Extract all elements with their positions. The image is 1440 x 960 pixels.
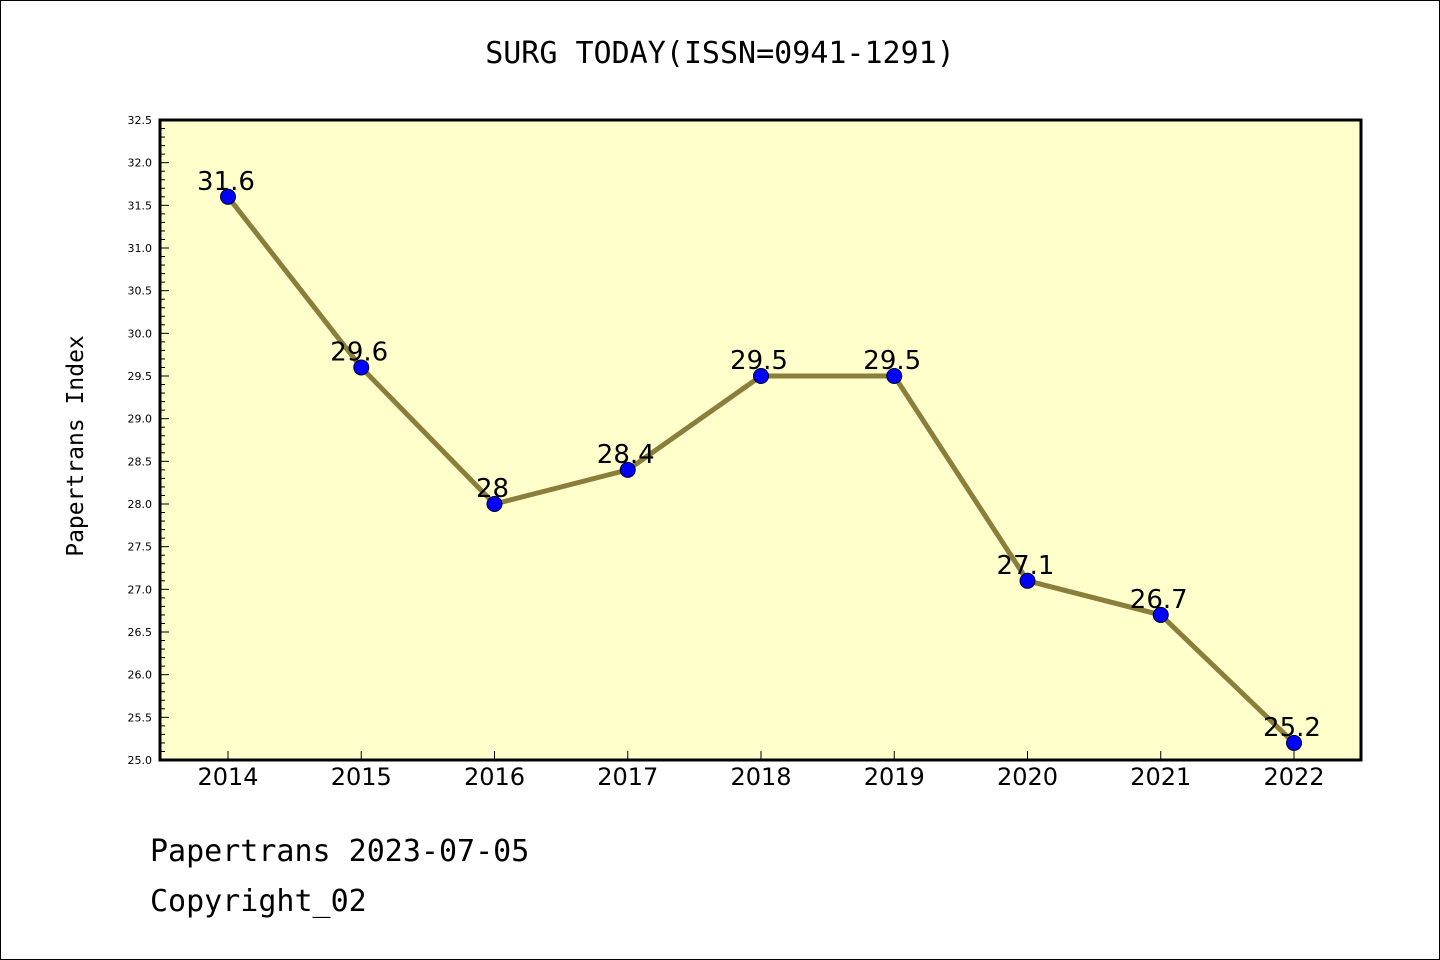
data-label: 28 <box>476 474 509 504</box>
plot-area <box>160 120 1361 760</box>
y-tick-label: 31.0 <box>128 242 153 255</box>
data-label: 28.4 <box>597 440 655 470</box>
y-tick-label: 32.0 <box>128 157 153 170</box>
y-tick-label: 29.0 <box>128 413 153 426</box>
x-tick-label: 2020 <box>997 763 1058 791</box>
data-label: 26.7 <box>1130 585 1188 615</box>
footer-copyright: Copyright_02 <box>150 884 367 919</box>
data-label: 27.1 <box>997 551 1055 581</box>
y-tick-label: 30.5 <box>128 285 153 298</box>
x-tick-label: 2015 <box>331 763 392 791</box>
data-point <box>1152 606 1169 623</box>
x-tick-label: 2016 <box>464 763 525 791</box>
y-tick-label: 25.5 <box>128 711 153 724</box>
x-tick-label: 2014 <box>197 763 258 791</box>
footer-date: Papertrans 2023-07-05 <box>150 834 530 869</box>
x-axis-ticks: 2014 2015 2016 2017 2018 2019 2020 2021 2022 <box>197 751 1325 791</box>
x-tick-label: 2021 <box>1130 763 1191 791</box>
data-point <box>220 188 236 205</box>
data-point <box>886 368 903 384</box>
y-tick-label: 26.5 <box>128 626 153 639</box>
data-point <box>1019 572 1036 589</box>
data-point <box>353 359 370 376</box>
y-tick-label: 31.5 <box>128 199 153 212</box>
x-tick-label: 2018 <box>730 763 791 791</box>
y-tick-label: 28.0 <box>128 498 153 511</box>
data-label: 29.5 <box>730 346 788 376</box>
x-tick-label: 2019 <box>864 763 925 791</box>
y-tick-label: 27.0 <box>128 583 153 596</box>
y-tick-label: 29.5 <box>128 370 153 383</box>
y-tick-label: 32.5 <box>128 114 153 127</box>
data-label: 31.6 <box>197 167 255 197</box>
y-tick-label: 25.0 <box>128 754 153 767</box>
y-tick-label: 28.5 <box>128 455 153 468</box>
data-point <box>619 461 636 478</box>
data-point <box>1286 734 1302 751</box>
data-label: 29.6 <box>330 337 388 367</box>
y-tick-label: 30.0 <box>128 327 153 340</box>
data-point <box>486 496 503 512</box>
data-point <box>753 368 769 384</box>
chart-title: SURG TODAY(ISSN=0941-1291) <box>485 36 955 71</box>
data-label: 25.2 <box>1263 713 1321 743</box>
series-layer: 31.6 29.6 28 28.4 29.5 29.5 27.1 26.7 25.2 <box>197 167 1321 751</box>
data-label: 29.5 <box>863 346 921 376</box>
y-tick-label: 26.0 <box>128 669 153 682</box>
y-axis-ticks: 25.0 25.5 26.0 26.5 27.0 27.5 28.0 28.5 29.0 29.5… <box>128 114 169 767</box>
y-tick-label: 27.5 <box>128 541 153 554</box>
plot-border <box>158 118 1363 762</box>
x-tick-label: 2017 <box>597 763 658 791</box>
x-tick-label: 2022 <box>1263 763 1324 791</box>
